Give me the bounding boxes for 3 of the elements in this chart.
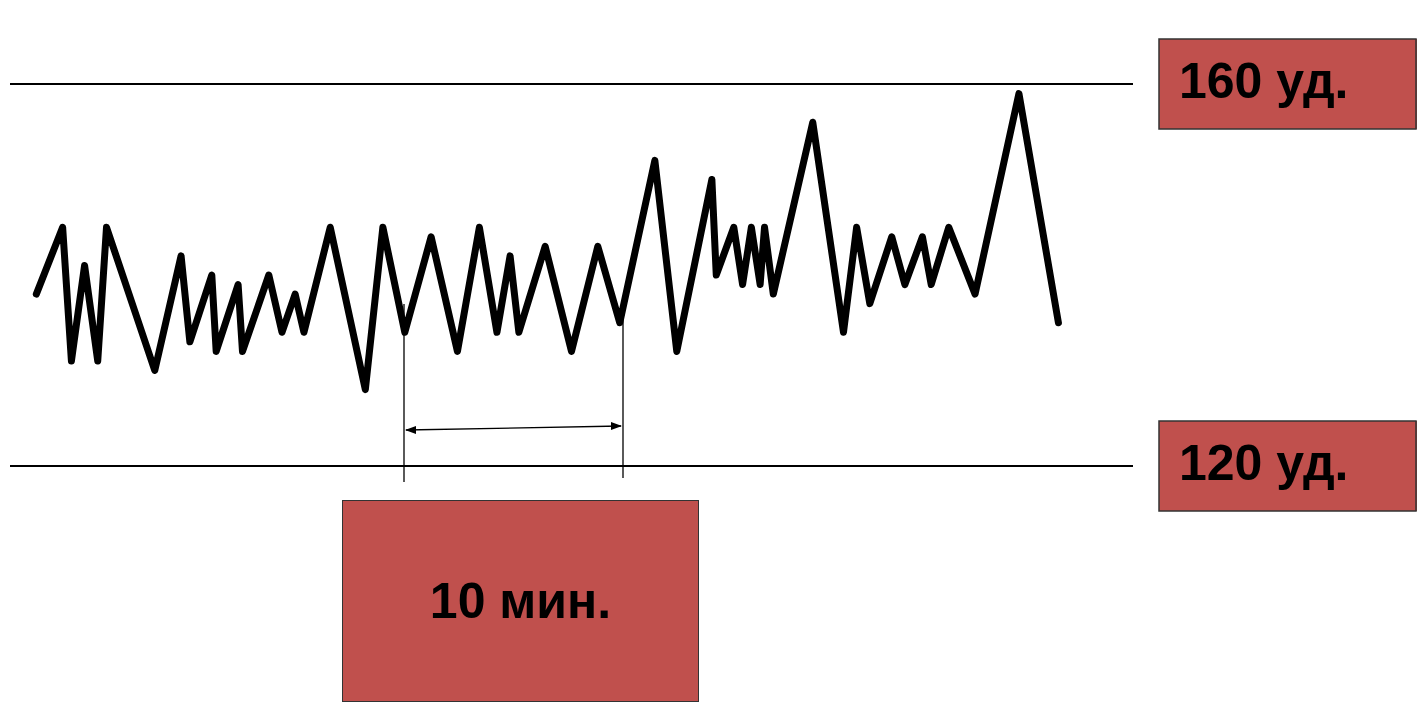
- y-tick-label: 120 уд.: [1179, 434, 1349, 491]
- text: 10 мин.: [342, 500, 699, 702]
- y-tick-label: 160 уд.: [1179, 52, 1349, 109]
